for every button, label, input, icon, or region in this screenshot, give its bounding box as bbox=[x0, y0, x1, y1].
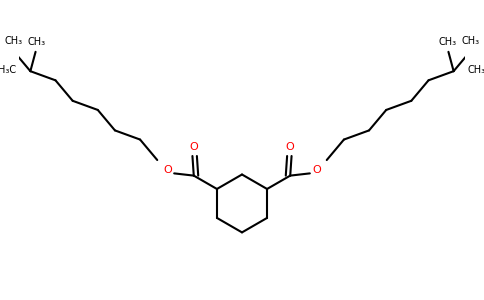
Text: O: O bbox=[163, 165, 172, 175]
Text: CH₃: CH₃ bbox=[28, 37, 45, 47]
Text: CH₃: CH₃ bbox=[439, 37, 456, 47]
Text: H₃C: H₃C bbox=[0, 65, 16, 75]
Text: O: O bbox=[312, 165, 321, 175]
Text: CH₃: CH₃ bbox=[462, 36, 480, 46]
Text: O: O bbox=[286, 142, 295, 152]
Text: CH₃: CH₃ bbox=[468, 65, 484, 75]
Text: CH₃: CH₃ bbox=[4, 36, 22, 46]
Text: O: O bbox=[189, 142, 198, 152]
